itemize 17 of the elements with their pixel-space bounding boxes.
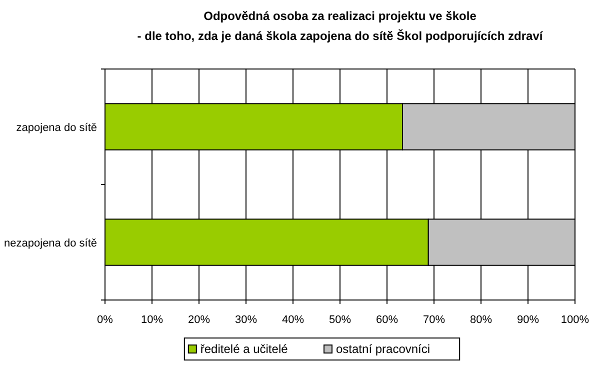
chart-title: Odpovědná osoba za realizaci projektu ve škole: [204, 9, 477, 23]
x-tick-label: 60%: [376, 314, 398, 326]
x-tick-label: 50%: [328, 314, 352, 326]
x-tick-label: 70%: [422, 314, 446, 326]
y-tick-label: nezapojena do sítě: [4, 237, 97, 250]
x-tick-label: 100%: [560, 314, 590, 326]
legend-label: ostatní pracovníci: [336, 342, 430, 356]
x-tick-label: 30%: [234, 314, 258, 326]
chart-subtitle: - dle toho, zda je daná škola zapojena do sítě Škol podporujících zdraví: [137, 29, 544, 43]
x-tick-label: 0%: [97, 314, 114, 326]
y-tick-label: zapojena do sítě: [16, 122, 97, 134]
x-tick-label: 90%: [516, 314, 540, 326]
x-tick-label: 80%: [470, 314, 492, 326]
x-tick-label: 20%: [188, 314, 210, 326]
x-tick-label: 40%: [282, 314, 304, 326]
x-tick-label: 10%: [140, 314, 164, 326]
legend-label: ředitelé a učitelé: [200, 342, 288, 356]
